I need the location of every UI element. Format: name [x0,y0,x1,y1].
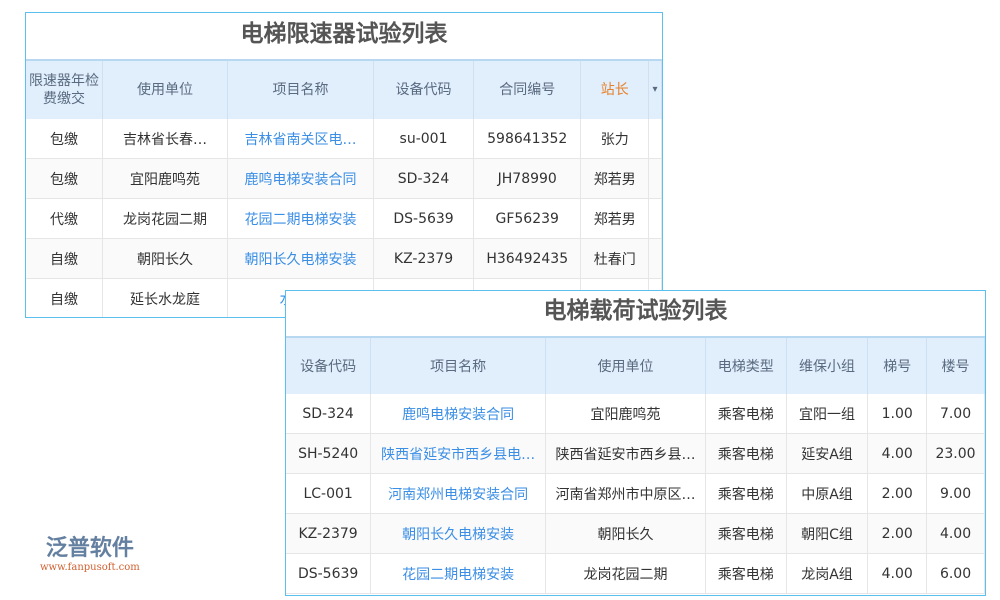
table-cell: su-001 [373,119,474,159]
table-cell: DS-5639 [286,553,372,594]
table-cell: 1.00 [867,394,928,434]
table-cell: 自缴 [26,238,104,279]
table-cell: 朝阳长久 [545,513,706,554]
table-cell: LC-001 [286,473,372,514]
panel-title: 电梯限速器试验列表 [240,21,448,47]
table-cell: 吉林省长春… [102,119,228,159]
logo-name: 泛普软件 [45,536,134,561]
table-cell: 自缴 [26,278,104,317]
table-cell: 宜阳鹿鸣苑 [545,394,706,434]
project-link[interactable]: 河南郑州电梯安装合同 [370,473,547,514]
column-header[interactable]: 站长 [580,59,649,119]
table-cell: 代缴 [26,198,104,239]
table-cell: 包缴 [26,158,104,199]
column-header[interactable]: 使用单位 [545,336,706,394]
column-header[interactable]: 设备代码 [373,59,474,119]
table-cell: 乘客电梯 [705,473,787,514]
table-cell: 598641352 [473,119,582,159]
table-cell: 龙岗花园二期 [545,553,706,594]
table-cell: 延长水龙庭 [102,278,228,317]
project-link[interactable]: 鹿鸣电梯安装合同 [227,158,375,199]
column-header[interactable]: 合同编号 [473,59,582,119]
project-link[interactable]: 花园二期电梯安装 [370,553,547,594]
table-cell: 乘客电梯 [705,394,787,434]
column-header[interactable]: 限速器年检费缴交 [26,59,104,119]
table-cell: 乘客电梯 [705,433,787,474]
table-row[interactable]: 代缴 龙岗花园二期 花园二期电梯安装 DS-5639 GF56239 郑若男 [26,198,662,239]
table-row[interactable]: KZ-2379 朝阳长久电梯安装 朝阳长久 乘客电梯 朝阳C组 2.00 4.00 [286,513,985,554]
table-cell: DS-5639 [373,198,474,239]
project-link[interactable]: 朝阳长久电梯安装 [370,513,547,554]
logo-url: www.fanpusoft.com [40,562,140,573]
table-cell: 23.00 [926,433,985,474]
table-cell: SH-5240 [286,433,372,474]
load-test-table: 设备代码 项目名称 使用单位 电梯类型 维保小组 梯号 楼号 SD-324 鹿鸣电梯安装合同 宜阳… [286,336,985,594]
table-cell: GF56239 [473,198,582,239]
table-cell: SD-324 [286,394,372,434]
table-cell: 龙岗花园二期 [102,198,228,239]
table-cell: 2.00 [867,473,928,514]
table-cell: 宜阳鹿鸣苑 [102,158,228,199]
project-link[interactable]: 鹿鸣电梯安装合同 [370,394,547,434]
table-row[interactable]: LC-001 河南郑州电梯安装合同 河南省郑州市中原区… 乘客电梯 中原A组 2.00 9.… [286,473,985,514]
table-cell: 乘客电梯 [705,553,787,594]
column-header[interactable]: 电梯类型 [705,336,787,394]
table-cell: 4.00 [926,513,985,554]
project-link[interactable]: 吉林省南关区电… [227,119,375,159]
table-cell: KZ-2379 [286,513,372,554]
project-link[interactable]: 花园二期电梯安装 [227,198,375,239]
table-row[interactable]: 包缴 吉林省长春… 吉林省南关区电… su-001 598641352 张力 [26,119,662,159]
table-cell: 张力 [580,119,649,159]
table-row[interactable]: 包缴 宜阳鹿鸣苑 鹿鸣电梯安装合同 SD-324 JH78990 郑若男 [26,158,662,199]
table-cell: 朝阳C组 [786,513,869,554]
column-header[interactable]: 项目名称 [370,336,547,394]
fanpusoft-logo: 泛普软件 www.fanpusoft.com [40,530,140,573]
table-cell: 朝阳长久 [102,238,228,279]
table-cell: 郑若男 [580,198,649,239]
table-cell: 中原A组 [786,473,869,514]
column-menu-chevron-icon[interactable]: ▾ [648,59,662,119]
table-cell: H36492435 [473,238,582,279]
table-cell: 包缴 [26,119,104,159]
table-cell [648,198,662,239]
column-header[interactable]: 设备代码 [286,336,372,394]
table-cell [648,158,662,199]
table-row[interactable]: DS-5639 花园二期电梯安装 龙岗花园二期 乘客电梯 龙岗A组 4.00 6.00 [286,553,985,594]
column-header[interactable]: 项目名称 [227,59,375,119]
column-header[interactable]: 使用单位 [102,59,228,119]
project-link[interactable]: 朝阳长久电梯安装 [227,238,375,279]
table-cell: 乘客电梯 [705,513,787,554]
table-cell: JH78990 [473,158,582,199]
table-cell: 河南省郑州市中原区… [545,473,706,514]
table-cell: 7.00 [926,394,985,434]
table-cell: 4.00 [867,553,928,594]
table-cell: 龙岗A组 [786,553,869,594]
table-cell: 杜春门 [580,238,649,279]
speed-limiter-test-panel: 电梯限速器试验列表 限速器年检费缴交 使用单位 项目名称 设备代码 合同编号 站长 ▾ 包缴吉… [25,12,663,318]
column-header[interactable]: 维保小组 [786,336,869,394]
table-row[interactable]: 自缴 朝阳长久 朝阳长久电梯安装 KZ-2379 H36492435 杜春门 [26,238,662,279]
table-cell: KZ-2379 [373,238,474,279]
table-cell: 延安A组 [786,433,869,474]
table-cell: 9.00 [926,473,985,514]
table-row[interactable]: SD-324 鹿鸣电梯安装合同 宜阳鹿鸣苑 乘客电梯 宜阳一组 1.00 7.00 [286,394,985,434]
table-cell: 陕西省延安市西乡县… [545,433,706,474]
column-header[interactable]: 楼号 [926,336,985,394]
load-test-panel: 电梯载荷试验列表 设备代码 项目名称 使用单位 电梯类型 维保小组 梯号 楼号 SD-324 鹿… [285,290,986,596]
table-cell [648,238,662,279]
table-cell: SD-324 [373,158,474,199]
panel-title: 电梯载荷试验列表 [543,298,728,324]
table-cell: 宜阳一组 [786,394,869,434]
project-link[interactable]: 陕西省延安市西乡县电… [370,433,547,474]
table-cell: 6.00 [926,553,985,594]
table-cell: 郑若男 [580,158,649,199]
column-header[interactable]: 梯号 [867,336,928,394]
table-cell [648,119,662,159]
table-cell: 4.00 [867,433,928,474]
table-row[interactable]: SH-5240 陕西省延安市西乡县电… 陕西省延安市西乡县… 乘客电梯 延安A组 4.00… [286,433,985,474]
table-cell: 2.00 [867,513,928,554]
speed-limiter-test-table: 限速器年检费缴交 使用单位 项目名称 设备代码 合同编号 站长 ▾ 包缴 吉林省长春… 吉林省南关… [26,59,662,317]
